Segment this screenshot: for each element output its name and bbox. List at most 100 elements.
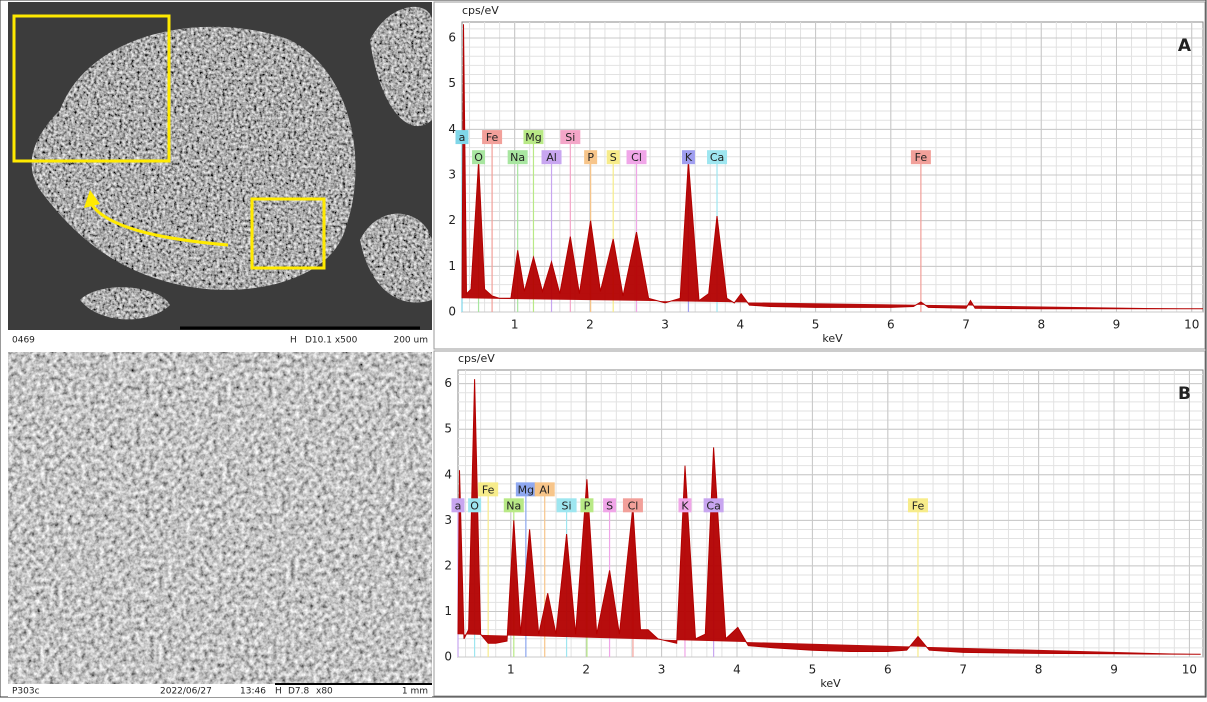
- element-label-bg: [507, 150, 528, 165]
- element-label-bg: [907, 498, 928, 513]
- x-tick-label: 9: [1113, 318, 1121, 332]
- element-label-bg: [603, 498, 617, 513]
- x-tick-label: 2: [582, 663, 590, 677]
- element-label: P: [587, 151, 594, 164]
- element-label-bg: [626, 150, 647, 165]
- x-tick-label: 5: [809, 663, 817, 677]
- y-tick-label: 6: [444, 376, 452, 390]
- x-tick-label: 2: [586, 318, 594, 332]
- x-tick-label: 1: [511, 318, 519, 332]
- element-label: Na: [510, 151, 525, 164]
- y-tick-label: 3: [444, 513, 452, 527]
- y-tick-label: 1: [444, 604, 452, 618]
- element-label: S: [610, 151, 617, 164]
- element-label: Ca: [706, 499, 720, 512]
- y-tick-label: 3: [448, 167, 456, 181]
- y-tick-label: 5: [448, 76, 456, 90]
- arrow-head: [84, 190, 100, 208]
- x-axis-label: keV: [820, 677, 841, 690]
- x-tick-label: 4: [737, 318, 745, 332]
- image-info: D10.1 x500: [305, 336, 358, 346]
- x-tick-label: 9: [1110, 663, 1118, 677]
- element-label: P: [584, 499, 591, 512]
- spectrum: [457, 379, 1201, 655]
- element-label-bg: [584, 150, 598, 165]
- element-label-bg: [556, 498, 577, 513]
- x-axis-label: keV: [822, 332, 843, 345]
- element-label-bg: [515, 482, 536, 497]
- element-label-bg: [707, 150, 728, 165]
- element-label: O: [474, 151, 483, 164]
- element-label: a: [459, 131, 466, 144]
- info-bar: [8, 684, 432, 697]
- x-tick-label: 6: [884, 663, 892, 677]
- element-label-bg: [622, 498, 643, 513]
- chart-frame: [433, 350, 1206, 697]
- element-label: O: [470, 499, 479, 512]
- element-label-bg: [910, 150, 931, 165]
- element-label: Si: [562, 499, 572, 512]
- image-info: x80: [316, 687, 333, 697]
- y-axis-label: cps/eV: [458, 352, 495, 365]
- image-info: H: [290, 336, 297, 346]
- element-label: S: [606, 499, 613, 512]
- element-label-bg: [523, 130, 544, 145]
- image-info: 1 mm: [402, 687, 428, 697]
- x-tick-label: 6: [887, 318, 895, 332]
- y-tick-label: 4: [444, 467, 452, 481]
- element-label: Fe: [486, 131, 499, 144]
- y-tick-label: 6: [448, 30, 456, 44]
- y-tick-label: 4: [448, 122, 456, 136]
- x-tick-label: 10: [1184, 318, 1199, 332]
- x-tick-label: 3: [658, 663, 666, 677]
- element-label-bg: [455, 130, 469, 145]
- panel-label: A: [1178, 36, 1192, 56]
- y-tick-label: 2: [448, 213, 456, 227]
- element-label: Fe: [915, 151, 928, 164]
- arrow: [90, 204, 229, 247]
- image-info: P303c: [12, 687, 40, 697]
- x-tick-label: 8: [1037, 318, 1045, 332]
- element-label: Fe: [912, 499, 925, 512]
- element-label-bg: [468, 498, 482, 513]
- sem-texture: [8, 352, 432, 684]
- element-label-bg: [451, 498, 465, 513]
- element-label-bg: [472, 150, 486, 165]
- element-label: Si: [565, 131, 575, 144]
- element-label: Fe: [482, 483, 495, 496]
- element-label-bg: [482, 130, 503, 145]
- y-tick-label: 2: [444, 558, 452, 572]
- element-label-bg: [478, 482, 499, 497]
- element-label: Al: [539, 483, 550, 496]
- y-tick-label: 0: [444, 650, 452, 664]
- image-info: 0469: [12, 336, 35, 346]
- x-tick-label: 7: [959, 663, 967, 677]
- image-info: 200 um: [393, 336, 428, 346]
- element-label: Na: [506, 499, 521, 512]
- element-label-bg: [534, 482, 555, 497]
- element-label-bg: [606, 150, 620, 165]
- x-tick-label: 4: [733, 663, 741, 677]
- panel-label: B: [1178, 384, 1191, 404]
- y-axis-label: cps/eV: [462, 4, 499, 17]
- x-tick-label: 1: [507, 663, 515, 677]
- element-label: Cl: [628, 499, 639, 512]
- element-label-bg: [541, 150, 562, 165]
- element-label-bg: [560, 130, 581, 145]
- element-label-bg: [681, 150, 695, 165]
- image-info: 2022/06/27: [160, 687, 212, 697]
- x-tick-label: 5: [812, 318, 820, 332]
- element-label: Al: [546, 151, 557, 164]
- element-label-bg: [580, 498, 594, 513]
- element-label-bg: [703, 498, 724, 513]
- y-tick-label: 0: [448, 305, 456, 319]
- info-bar: [8, 331, 432, 348]
- zoom-box: [250, 197, 326, 270]
- element-label: a: [455, 499, 462, 512]
- image-info: 13:46: [240, 687, 266, 697]
- y-tick-label: 1: [448, 259, 456, 273]
- x-tick-label: 10: [1182, 663, 1197, 677]
- element-label: K: [681, 499, 689, 512]
